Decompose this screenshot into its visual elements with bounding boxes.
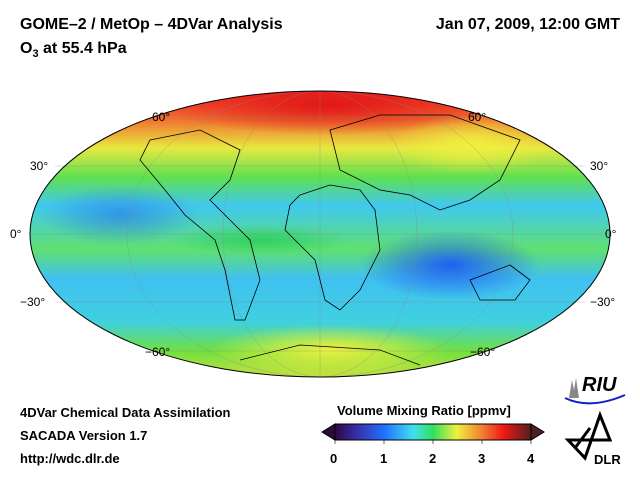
lat-label-0-left: 0° (10, 227, 22, 241)
colorbar-tick-1: 1 (380, 451, 388, 466)
map-subtitle: O3 at 55.4 hPa (20, 40, 127, 60)
subtitle-subscript: 3 (32, 48, 39, 61)
footer-line1: 4DVar Chemical Data Assimilation (20, 405, 231, 420)
lat-label-60n-right: 60° (468, 110, 487, 124)
footer-link[interactable]: http://wdc.dlr.de (20, 451, 120, 466)
lat-label-30s-right: −30° (590, 295, 616, 309)
footer-line2: SACADA Version 1.7 (20, 428, 148, 443)
colorbar-tick-3: 3 (478, 451, 486, 466)
map-title: GOME–2 / MetOp – 4DVar Analysis (20, 16, 283, 33)
lat-label-60n-left: 60° (152, 110, 171, 124)
colorbar-tick-0: 0 (330, 451, 338, 466)
colorbar-max-arrow (530, 423, 545, 441)
colorbar (321, 423, 545, 444)
lat-label-30n-left: 30° (30, 159, 49, 173)
colorbar-title: Volume Mixing Ratio [ppmv] (337, 403, 511, 418)
lat-label-0-right: 0° (605, 227, 617, 241)
colorbar-gradient (334, 423, 532, 441)
subtitle-level: at 55.4 hPa (38, 40, 127, 57)
subtitle-species: O (20, 40, 33, 57)
colorbar-min-arrow (321, 423, 336, 441)
dlr-logo-text: DLR (594, 452, 621, 467)
lat-label-60s-left: −60° (145, 345, 171, 359)
riu-logo-icon (564, 378, 626, 405)
colorbar-tick-4: 4 (527, 451, 535, 466)
lat-label-60s-right: −60° (470, 345, 496, 359)
lat-label-30n-right: 30° (590, 159, 609, 173)
lat-label-30s-left: −30° (20, 295, 46, 309)
map-datetime: Jan 07, 2009, 12:00 GMT (435, 16, 620, 33)
colorbar-tick-2: 2 (429, 451, 437, 466)
map-border (29, 90, 611, 378)
coastlines (139, 114, 531, 366)
riu-logo-text: RIU (582, 374, 617, 396)
dlr-logo-icon (564, 410, 613, 461)
